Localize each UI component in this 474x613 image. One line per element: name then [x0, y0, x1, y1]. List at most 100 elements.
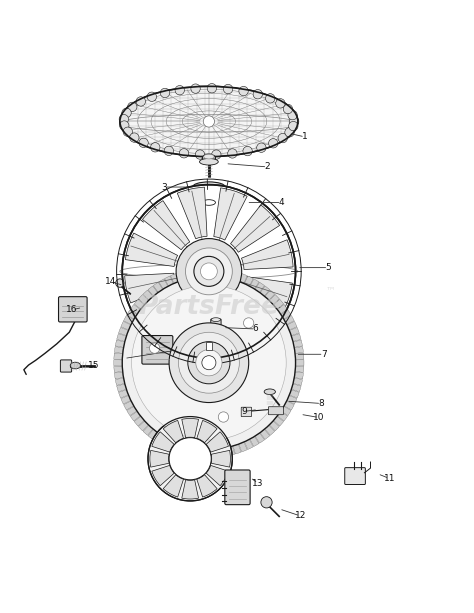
Circle shape [193, 191, 202, 200]
Circle shape [139, 138, 148, 148]
Wedge shape [163, 474, 183, 497]
Wedge shape [143, 290, 153, 300]
Circle shape [164, 146, 173, 156]
Circle shape [290, 117, 299, 126]
Wedge shape [215, 268, 222, 277]
Text: 11: 11 [383, 474, 395, 483]
Text: 3: 3 [162, 183, 167, 191]
Circle shape [221, 192, 231, 202]
Wedge shape [150, 451, 169, 467]
Circle shape [257, 143, 266, 153]
Wedge shape [121, 321, 131, 330]
Wedge shape [183, 270, 191, 280]
Wedge shape [211, 304, 240, 356]
Wedge shape [287, 395, 297, 404]
Wedge shape [130, 411, 140, 421]
Circle shape [225, 200, 235, 210]
Wedge shape [134, 299, 144, 309]
Circle shape [201, 190, 210, 199]
Circle shape [239, 86, 248, 96]
Circle shape [122, 185, 296, 358]
Wedge shape [153, 282, 163, 292]
Circle shape [225, 195, 235, 205]
Wedge shape [295, 353, 304, 359]
Wedge shape [143, 425, 153, 435]
Wedge shape [269, 294, 279, 305]
Wedge shape [171, 303, 204, 355]
Circle shape [261, 497, 272, 508]
Ellipse shape [204, 154, 214, 159]
Wedge shape [143, 200, 190, 249]
Wedge shape [227, 270, 235, 280]
FancyBboxPatch shape [142, 335, 173, 364]
FancyBboxPatch shape [58, 297, 87, 322]
Wedge shape [182, 480, 199, 499]
Circle shape [183, 195, 192, 205]
Circle shape [116, 279, 124, 287]
Wedge shape [130, 305, 140, 314]
Text: 12: 12 [294, 511, 306, 520]
Circle shape [208, 190, 218, 199]
Wedge shape [214, 188, 247, 240]
Circle shape [148, 417, 232, 501]
Circle shape [196, 349, 222, 376]
Wedge shape [260, 286, 270, 296]
Wedge shape [239, 442, 247, 452]
Circle shape [123, 127, 133, 137]
Wedge shape [114, 372, 124, 379]
Ellipse shape [120, 86, 298, 156]
Circle shape [169, 323, 249, 403]
Circle shape [243, 147, 252, 156]
Wedge shape [171, 442, 179, 452]
Wedge shape [190, 268, 197, 278]
Wedge shape [159, 279, 168, 289]
Text: PartsFree: PartsFree [138, 294, 279, 319]
FancyBboxPatch shape [225, 470, 250, 504]
Ellipse shape [211, 318, 220, 321]
Wedge shape [281, 406, 291, 416]
Circle shape [208, 206, 218, 215]
Circle shape [175, 86, 184, 95]
Wedge shape [196, 449, 202, 457]
FancyBboxPatch shape [268, 407, 283, 415]
Text: ™: ™ [326, 285, 336, 295]
Circle shape [201, 263, 217, 280]
Wedge shape [148, 429, 158, 440]
Circle shape [276, 99, 285, 108]
Wedge shape [269, 421, 279, 431]
Wedge shape [177, 444, 185, 454]
Wedge shape [240, 276, 292, 310]
Wedge shape [197, 421, 217, 443]
Text: 8: 8 [319, 399, 324, 408]
Wedge shape [152, 465, 174, 485]
Text: 16: 16 [66, 305, 78, 314]
Circle shape [194, 256, 224, 286]
Circle shape [195, 150, 205, 159]
Text: 2: 2 [264, 162, 270, 172]
Circle shape [216, 191, 225, 200]
Ellipse shape [70, 362, 81, 369]
Ellipse shape [264, 389, 275, 395]
Wedge shape [241, 240, 293, 270]
Wedge shape [115, 340, 125, 348]
Circle shape [130, 133, 139, 142]
Circle shape [122, 108, 131, 118]
Circle shape [176, 238, 242, 304]
Wedge shape [182, 419, 199, 438]
Circle shape [151, 143, 160, 152]
Wedge shape [277, 305, 288, 314]
Wedge shape [134, 416, 144, 426]
Circle shape [202, 356, 216, 370]
Wedge shape [114, 353, 123, 359]
Wedge shape [114, 346, 124, 353]
Wedge shape [164, 276, 173, 286]
Wedge shape [233, 444, 241, 454]
Circle shape [119, 115, 128, 124]
Circle shape [223, 85, 233, 94]
Circle shape [201, 206, 210, 215]
Wedge shape [294, 346, 303, 353]
Circle shape [244, 318, 254, 328]
Wedge shape [292, 333, 301, 341]
Circle shape [183, 200, 192, 210]
Ellipse shape [200, 159, 218, 165]
